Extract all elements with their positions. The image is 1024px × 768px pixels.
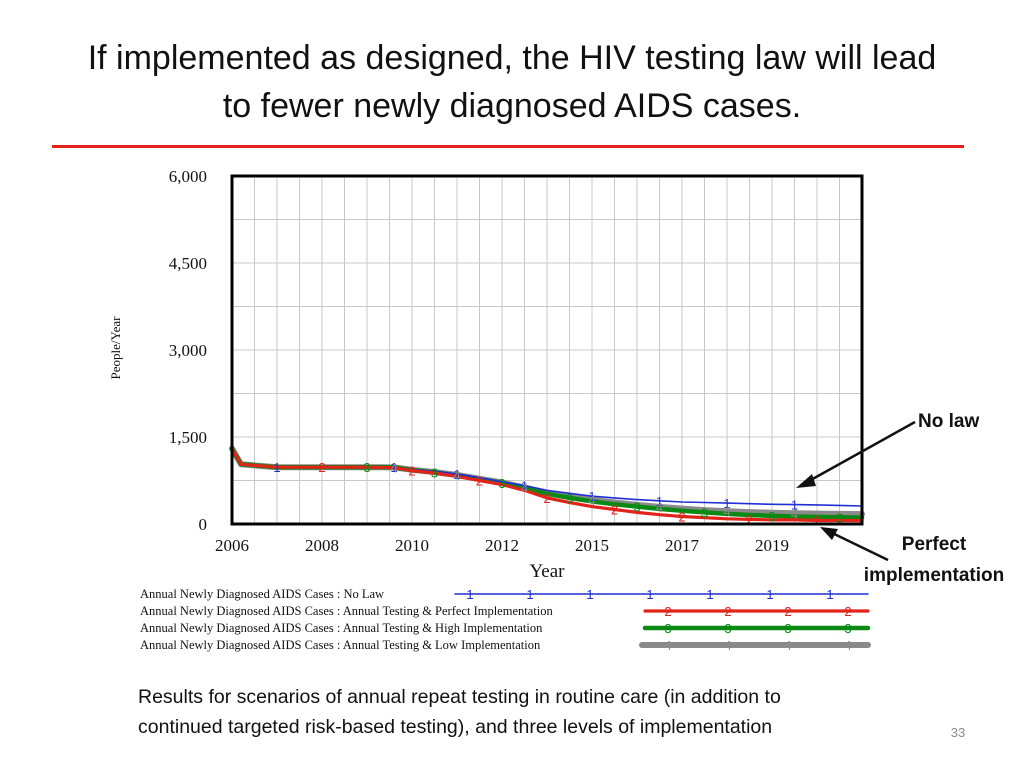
slide-title: If implemented as designed, the HIV test… [40, 34, 984, 130]
series-marker-4: 4 [390, 460, 397, 475]
page-number: 33 [950, 725, 966, 740]
x-tick-label: 2019 [755, 536, 789, 555]
x-axis-label: Year [529, 561, 565, 582]
series-marker-2: 2 [678, 509, 685, 524]
slide-caption: Results for scenarios of annual repeat t… [138, 682, 958, 742]
slide-title-line-2: to fewer newly diagnosed AIDS cases. [222, 87, 802, 125]
annotation-no-law-label: No law [918, 411, 979, 432]
series-marker-1: 1 [521, 479, 528, 494]
annotation-perfect-label-1: Perfect [902, 534, 967, 555]
series-marker-1: 1 [273, 460, 280, 475]
x-tick-label: 2008 [305, 536, 339, 555]
series-marker-1: 1 [791, 498, 798, 513]
legend-entry-3: Annual Newly Diagnosed AIDS Cases : Annu… [140, 621, 543, 635]
chart-ticks: 0 1,500 3,000 4,500 6,000 2006 2008 2010 2012 201… [169, 167, 789, 555]
series-marker-1: 1 [453, 467, 460, 482]
series-marker-1: 1 [588, 489, 595, 504]
series-marker-2: 2 [543, 491, 550, 506]
legend-marker-4: 4 [784, 638, 791, 653]
series-marker-4: 4 [791, 506, 798, 521]
series-marker-1: 1 [390, 460, 397, 475]
series-marker-2: 2 [611, 503, 618, 518]
title-divider [52, 145, 964, 148]
series-marker-4: 4 [521, 480, 528, 495]
series-line-2 [230, 447, 864, 523]
legend-marker-1: 1 [526, 587, 533, 602]
annotation-no-law: No law [796, 411, 979, 488]
legend-marker-3: 3 [844, 621, 851, 636]
legend-marker-3: 3 [724, 621, 731, 636]
legend-marker-1: 1 [466, 587, 473, 602]
y-axis-label: People/Year [108, 316, 123, 380]
legend-marker-1: 1 [706, 587, 713, 602]
series-marker-3: 3 [768, 509, 775, 524]
y-tick-label: 1,500 [169, 428, 207, 447]
series-marker-2: 2 [476, 474, 483, 489]
series-marker-3: 3 [363, 460, 370, 475]
legend-entry-2: Annual Newly Diagnosed AIDS Cases : Annu… [140, 604, 553, 618]
x-tick-label: 2012 [485, 536, 519, 555]
y-tick-label: 4,500 [169, 254, 207, 273]
legend-marker-4: 4 [664, 638, 671, 653]
series-marker-4: 4 [453, 468, 460, 483]
series-marker-2: 2 [813, 514, 820, 529]
legend-marker-2: 2 [664, 604, 671, 619]
series-marker-3: 3 [701, 505, 708, 520]
annotation-perfect-arrowhead [820, 527, 838, 540]
x-tick-label: 2015 [575, 536, 609, 555]
slide-caption-line-2: continued targeted risk-based testing), … [138, 716, 773, 738]
annotation-perfect-arrow [825, 528, 889, 562]
x-tick-label: 2017 [665, 536, 700, 555]
legend-marker-3: 3 [664, 621, 671, 636]
x-tick-label: 2010 [395, 536, 429, 555]
legend-marker-2: 2 [784, 604, 791, 619]
legend-marker-2: 2 [844, 604, 851, 619]
series-marker-2: 2 [408, 464, 415, 479]
series-marker-3: 3 [633, 500, 640, 515]
annotation-perfect: Perfect implementation [820, 527, 1004, 586]
series-marker-3: 3 [566, 491, 573, 506]
series-marker-3: 3 [498, 476, 505, 491]
legend-marker-1: 1 [766, 587, 773, 602]
series-marker-3: 3 [431, 465, 438, 480]
series-marker-4: 4 [588, 493, 595, 508]
x-tick-label: 2006 [215, 536, 249, 555]
legend-entry-1: Annual Newly Diagnosed AIDS Cases : No L… [140, 587, 384, 601]
legend-marker-3: 3 [784, 621, 791, 636]
legend-marker-1: 1 [826, 587, 833, 602]
series-marker-4: 4 [723, 504, 730, 519]
series-marker-4: 4 [656, 500, 663, 515]
legend-marker-4: 4 [724, 638, 731, 653]
annotation-no-law-arrowhead [796, 474, 816, 488]
series-marker-2: 2 [318, 460, 325, 475]
series-marker-1: 1 [656, 494, 663, 509]
legend-marker-1: 1 [646, 587, 653, 602]
slide-caption-line-1: Results for scenarios of annual repeat t… [138, 686, 781, 708]
series-marker-2: 2 [746, 512, 753, 527]
plot-frame [230, 174, 864, 526]
chart-legend: Annual Newly Diagnosed AIDS Cases : No L… [140, 587, 871, 653]
legend-entry-4: Annual Newly Diagnosed AIDS Cases : Annu… [140, 638, 541, 652]
annotation-no-law-arrow [799, 420, 916, 488]
y-tick-label: 6,000 [169, 167, 207, 186]
slide-title-line-1: If implemented as designed, the HIV test… [87, 39, 937, 77]
y-tick-label: 3,000 [169, 341, 207, 360]
legend-marker-4: 4 [844, 638, 851, 653]
y-tick-label: 0 [199, 515, 208, 534]
annotation-perfect-label-2: implementation [864, 565, 1004, 586]
legend-marker-1: 1 [586, 587, 593, 602]
legend-marker-2: 2 [724, 604, 731, 619]
chart-grid [232, 176, 862, 524]
series-marker-3: 3 [836, 510, 843, 525]
series-marker-1: 1 [723, 496, 730, 511]
